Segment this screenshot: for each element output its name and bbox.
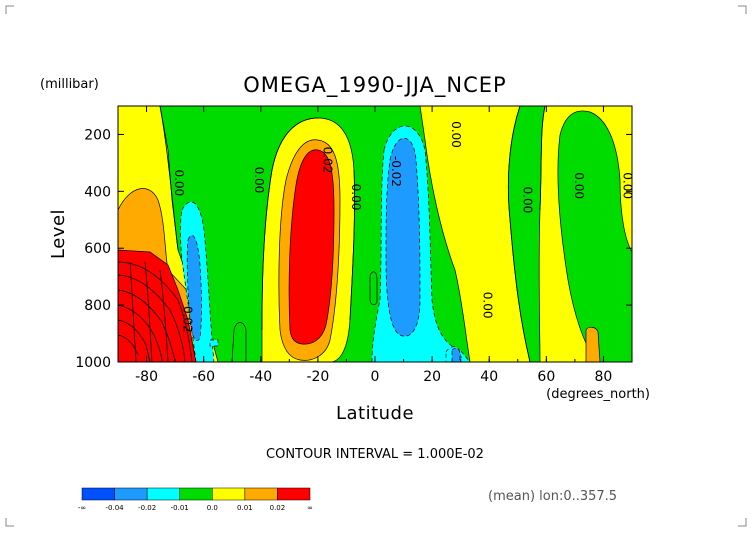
band-blue-west	[186, 234, 202, 342]
colorbar-label: 0.02	[270, 504, 286, 512]
colorbar-label: ∞	[307, 504, 313, 512]
x-units-label: (degrees_north)	[546, 387, 650, 402]
x-tick-label: -20	[306, 369, 329, 385]
band-blue-small	[451, 348, 461, 362]
colorbar-label: -0.02	[138, 504, 156, 512]
band-blue-tropic	[385, 138, 421, 337]
colorbar: -∞ -0.04 -0.02 -0.01 0.0 0.01 0.02 ∞	[78, 487, 313, 512]
colorbar-swatch	[146, 487, 180, 501]
band-orange-north-blob	[585, 326, 601, 362]
x-tick-label: -40	[249, 369, 272, 385]
y-units-label: (millibar)	[40, 77, 99, 92]
y-tick-label: 400	[84, 184, 111, 200]
band-cyan-small-1	[209, 339, 219, 347]
band-red-west	[118, 249, 197, 362]
contour-interval: CONTOUR INTERVAL = 1.000E-02	[266, 447, 484, 462]
contour-label: 0.02	[321, 147, 335, 174]
x-axis: -80 -60 -40 -20 0 20 40 60 80	[117, 106, 633, 385]
x-tick-label: 60	[537, 369, 555, 385]
x-tick-label: 0	[371, 369, 380, 385]
contour-label: 0.00	[481, 292, 495, 319]
x-tick-label: 80	[595, 369, 613, 385]
colorbar-swatch	[179, 487, 213, 501]
colorbar-label: -0.01	[171, 504, 189, 512]
colorbar-swatch	[277, 487, 311, 501]
contour-label: 0.00	[572, 172, 586, 199]
band-green-blob-2	[369, 271, 378, 306]
contour-label: 0.00	[349, 184, 363, 211]
contour-label: 0.00	[172, 169, 186, 196]
colorbar-swatch	[212, 487, 246, 501]
colorbar-swatch	[244, 487, 278, 501]
y-axis: 200 400 600 800 1000	[75, 127, 632, 371]
contour-label: 0.00	[520, 187, 534, 214]
contour-label: 0.00	[449, 121, 463, 148]
contour-label: 0.02	[181, 306, 195, 333]
x-tick-label: 20	[423, 369, 441, 385]
dense-contours	[118, 261, 193, 362]
band-green-blob-1	[231, 322, 247, 362]
x-tick-label: 40	[480, 369, 498, 385]
colorbar-label: -0.04	[106, 504, 125, 512]
contour-label: 0.00	[252, 167, 266, 194]
x-tick-label: -80	[135, 369, 158, 385]
colorbar-label: 0.01	[237, 504, 253, 512]
y-tick-label: 200	[84, 127, 111, 143]
footer-mean-lon: (mean) lon:0..357.5	[488, 489, 617, 504]
zero-contours	[159, 106, 546, 362]
contour-label: -0.02	[389, 156, 403, 187]
colorbar-swatch	[81, 487, 115, 501]
colorbar-label: -∞	[78, 504, 86, 512]
y-axis-title: Level	[48, 209, 69, 259]
y-tick-label: 800	[84, 298, 111, 314]
band-yellow-north	[538, 106, 632, 362]
y-tick-label: 600	[84, 241, 111, 257]
chart-title: OMEGA_1990-JJA_NCEP	[243, 73, 506, 98]
plot-area	[118, 106, 632, 362]
colorbar-label: 0.0	[207, 504, 218, 512]
x-tick-label: -60	[192, 369, 215, 385]
contour-label: 0.00	[620, 172, 634, 199]
corner-marks	[5, 5, 747, 527]
y-tick-label: 1000	[75, 355, 111, 371]
band-red-subtropic	[288, 149, 335, 345]
x-axis-title: Latitude	[336, 403, 414, 424]
colorbar-swatch	[114, 487, 148, 501]
contour-labels: 0.00 0.00 0.02 0.00 -0.02 0.00 0.00 0.00 0.00 0.0…	[172, 121, 634, 333]
